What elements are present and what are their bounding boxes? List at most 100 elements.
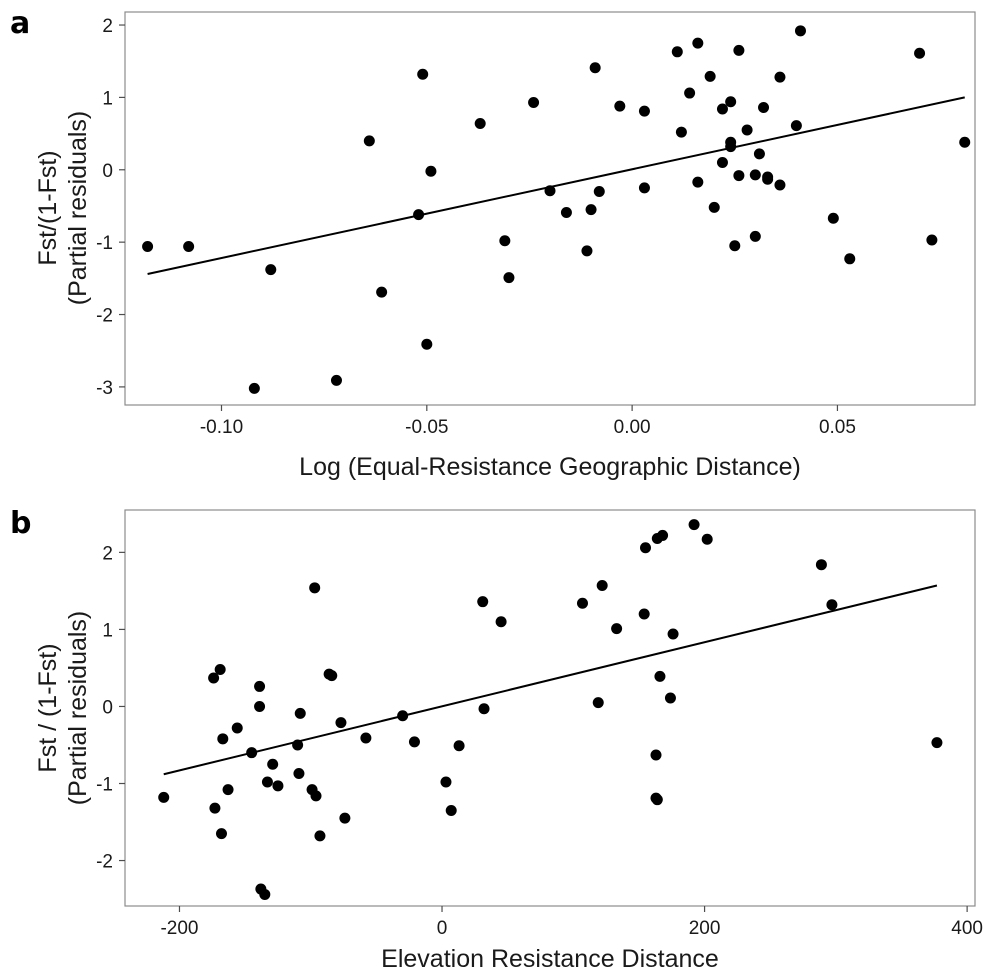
panel-b-x-axis-title: Elevation Resistance Distance: [381, 945, 719, 973]
panel-b-point-18: [294, 707, 306, 719]
panel-a-point-29: [704, 70, 716, 82]
panel-b-point-13: [261, 776, 273, 788]
panel-a-point-10: [425, 165, 437, 177]
panel-a-point-11: [474, 117, 486, 129]
panel-b-point-7: [231, 722, 243, 734]
panel-a-point-41: [749, 230, 761, 242]
panel-b-x-tick-label-1: 0: [437, 918, 448, 939]
panel-b-x-tick-label-2: 200: [689, 918, 721, 939]
panel-a-point-30: [708, 201, 720, 213]
panel-a-point-24: [671, 46, 683, 58]
panel-a-y-tick-label-0: -3: [96, 378, 113, 399]
panel-a-point-28: [692, 176, 704, 188]
panel-b-point-32: [453, 740, 465, 752]
panel-b-point-17: [293, 767, 305, 779]
panel-b-point-38: [596, 580, 608, 592]
panel-b-point-31: [445, 804, 457, 816]
panel-b-point-12: [259, 888, 271, 900]
panel-b-point-29: [408, 736, 420, 748]
panel-a-point-40: [749, 169, 761, 181]
panel-b-y-tick-label-2: 0: [102, 697, 113, 718]
panel-b-point-48: [664, 692, 676, 704]
panel-b-point-26: [339, 812, 351, 824]
panel-a-point-19: [589, 62, 601, 74]
panel-b-point-49: [667, 628, 679, 640]
panel-b-y-axis-title-line-2: (Partial residuals): [64, 611, 92, 806]
panel-b-x-tick-label-3: 400: [951, 918, 983, 939]
panel-b-point-3: [214, 663, 226, 675]
panel-b-point-33: [477, 596, 489, 608]
panel-b-point-44: [651, 794, 663, 806]
panel-a-y-tick-label-4: 1: [102, 88, 113, 109]
panel-a-point-49: [794, 25, 806, 37]
panel-a-point-26: [684, 87, 696, 99]
panel-b-point-5: [217, 733, 229, 745]
panel-b-y-tick-label-0: -2: [96, 852, 113, 873]
panel-a-y-axis-title-line-2: (Partial residuals): [64, 111, 92, 306]
panel-b-point-14: [267, 758, 279, 770]
panel-a-point-14: [528, 96, 540, 108]
panel-b-y-axis-title: Fst / (1-Fst) (Partial residuals): [34, 611, 92, 806]
panel-a-point-42: [753, 148, 765, 160]
panel-a-point-54: [959, 136, 971, 148]
panel-a-point-23: [638, 182, 650, 194]
panel-a-fit-line-group: [147, 96, 965, 275]
panel-b-point-22: [314, 830, 326, 842]
panel-b-point-10: [254, 700, 266, 712]
panel-b: b -200 0 200 400 -2 -1 0 1 2 Elevation Resistan…: [10, 506, 983, 973]
panel-a-x-tick-label-1: -0.05: [405, 417, 448, 438]
panel-b-point-40: [638, 608, 650, 620]
panel-a-point-18: [585, 204, 597, 216]
panel-a-point-6: [376, 286, 388, 298]
panel-a-x-tick-label-3: 0.05: [819, 417, 856, 438]
panel-b-point-35: [495, 616, 507, 628]
panel-b-point-2: [209, 802, 221, 814]
panel-a-point-27: [692, 37, 704, 49]
panel-b-y-ticks: -2 -1 0 1 2: [96, 543, 125, 873]
panel-a-point-4: [330, 374, 342, 386]
panel-b-x-ticks: -200 0 200 400: [160, 906, 983, 939]
panel-a-x-ticks: -0.10 -0.05 0.00 0.05: [200, 405, 856, 438]
panel-a-point-39: [741, 124, 753, 136]
panel-a-point-8: [417, 68, 429, 80]
panel-a-plot-area: [124, 11, 976, 406]
panel-a-point-50: [827, 212, 839, 224]
panel-a-y-axis-title-line-1: Fst/(1-Fst): [34, 150, 62, 265]
panel-a-y-axis-title: Fst/(1-Fst) (Partial residuals): [34, 111, 92, 306]
panel-b-x-tick-label-0: -200: [160, 918, 198, 939]
panel-b-point-1: [208, 672, 220, 684]
panel-a-point-43: [758, 102, 770, 114]
panel-b-point-53: [826, 599, 838, 611]
panel-a-point-46: [774, 71, 786, 83]
panel-b-point-52: [815, 559, 827, 571]
panel-a: a -0.10 -0.05 0.00 0.05 -3 -2 -1 0 1 2 Log (Equa…: [10, 6, 976, 481]
panel-b-point-41: [640, 542, 652, 554]
panel-a-point-20: [593, 185, 605, 197]
panel-b-point-51: [701, 533, 713, 545]
panel-a-x-tick-label-2: 0.00: [614, 417, 651, 438]
panel-a-point-3: [248, 382, 260, 394]
panel-a-point-45: [762, 173, 774, 185]
panel-b-point-47: [657, 529, 669, 541]
panel-a-point-31: [716, 103, 728, 115]
panel-a-point-37: [733, 44, 745, 56]
panel-b-point-15: [272, 780, 284, 792]
panel-b-point-42: [650, 749, 662, 761]
panel-b-point-16: [292, 739, 304, 751]
panel-a-point-38: [733, 170, 745, 182]
panel-a-point-17: [581, 245, 593, 257]
panel-a-point-2: [265, 264, 277, 276]
panel-a-point-53: [926, 234, 938, 246]
panel-a-point-32: [716, 157, 728, 169]
panel-a-point-51: [844, 253, 856, 265]
panel-a-point-21: [614, 100, 626, 112]
panel-a-point-48: [790, 120, 802, 132]
panel-a-y-tick-label-5: 2: [102, 16, 113, 37]
panel-b-y-tick-label-1: -1: [96, 775, 113, 796]
panel-b-point-0: [158, 791, 170, 803]
panel-b-plot-area: [124, 509, 976, 907]
panel-a-point-35: [725, 141, 737, 153]
panel-a-point-1: [183, 240, 195, 252]
panel-a-point-33: [725, 96, 737, 108]
